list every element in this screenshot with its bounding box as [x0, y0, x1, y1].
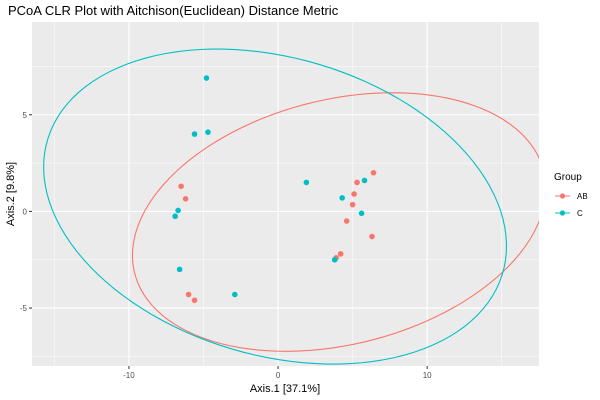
point-c — [339, 195, 345, 201]
chart-title: PCoA CLR Plot with Aitchison(Euclidean) … — [8, 3, 339, 18]
axis-ticks: -10 0 10 -5 0 5 — [20, 111, 432, 380]
plot-panel — [32, 22, 539, 366]
point-c — [331, 256, 338, 263]
point-ab — [343, 218, 350, 224]
point-c — [232, 291, 238, 298]
point-c — [358, 210, 365, 217]
data-points — [172, 75, 377, 304]
point-ab — [351, 191, 357, 197]
legend-key-point-c — [559, 210, 566, 216]
point-c — [361, 177, 368, 184]
legend: Group AB C — [554, 172, 588, 218]
point-c — [191, 131, 198, 137]
grid-lines — [32, 22, 539, 366]
point-ab — [178, 183, 184, 190]
legend-title: Group — [554, 172, 582, 183]
point-c — [176, 266, 183, 273]
point-ab — [337, 251, 344, 257]
x-tick-label: -10 — [123, 371, 135, 380]
point-c — [203, 75, 210, 81]
y-tick-label: -5 — [20, 304, 28, 313]
y-tick-label: 5 — [23, 111, 28, 120]
legend-item-ab: AB — [555, 192, 588, 201]
legend-item-c: C — [555, 209, 583, 218]
x-tick-label: 0 — [276, 371, 281, 380]
point-ab — [191, 297, 198, 304]
y-tick-label: 0 — [23, 207, 28, 216]
confidence-ellipses — [43, 48, 539, 365]
point-ab — [349, 201, 356, 208]
point-c — [175, 207, 181, 214]
point-ab — [185, 291, 192, 298]
point-ab — [354, 179, 360, 186]
point-ab — [182, 196, 189, 202]
point-c — [172, 213, 178, 220]
point-c — [303, 179, 310, 186]
ellipse-ab — [131, 92, 539, 352]
legend-key-point-ab — [559, 193, 566, 199]
ellipse-c — [43, 48, 508, 365]
legend-label-ab: AB — [577, 192, 588, 201]
legend-label-c: C — [577, 209, 583, 218]
y-axis-title: Axis.2 [9.8%] — [5, 162, 17, 226]
x-axis-title: Axis.1 [37.1%] — [250, 383, 320, 395]
point-ab — [369, 233, 375, 240]
point-c — [205, 129, 211, 135]
point-ab — [370, 169, 377, 176]
x-tick-label: 10 — [423, 371, 432, 380]
